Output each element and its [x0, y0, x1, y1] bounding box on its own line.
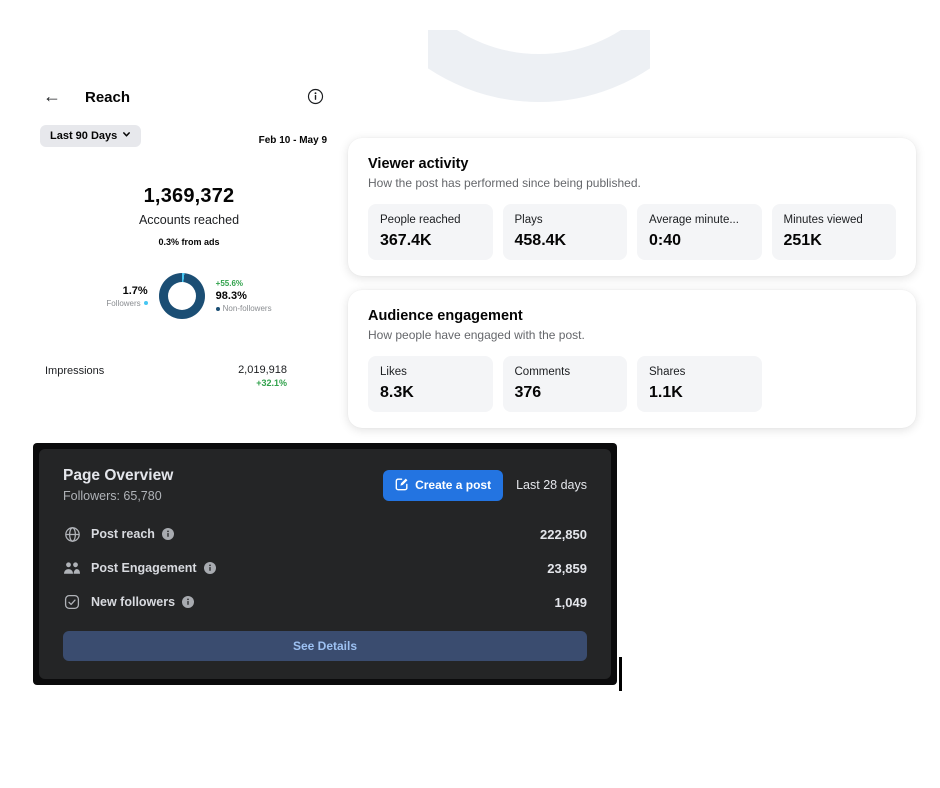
create-post-label: Create a post	[415, 478, 492, 492]
see-details-button[interactable]: See Details	[63, 631, 587, 661]
audience-engagement-title: Audience engagement	[368, 308, 523, 324]
from-ads-label: 0.3% from ads	[158, 237, 220, 247]
page-overview-header-right: Create a post Last 28 days	[383, 469, 587, 501]
impressions-values: 2,019,918 +32.1%	[238, 363, 287, 390]
accounts-reached-value: 1,369,372	[143, 185, 235, 207]
metric-tile-shares: Shares 1.1K	[637, 356, 762, 412]
metric-value: 376	[514, 384, 542, 401]
chevron-down-icon	[122, 130, 131, 142]
row-label: New followers	[91, 595, 176, 609]
impressions-row: Impressions 2,019,918 +32.1%	[45, 363, 287, 390]
audience-engagement-subtitle: How people have engaged with the post.	[368, 328, 585, 342]
impressions-value: 2,019,918	[238, 364, 287, 376]
metric-tile-average-minutes: Average minute... 0:40	[637, 204, 762, 260]
metric-label: Comments	[514, 366, 571, 378]
period-label: Last 28 days	[516, 478, 587, 492]
row-label: Post reach	[91, 527, 155, 541]
info-icon[interactable]	[182, 596, 195, 608]
non-followers-dot-icon	[215, 306, 220, 311]
page-title: Reach	[85, 89, 131, 106]
metric-value: 1.1K	[649, 384, 683, 401]
reach-breakdown: 1.7% Followers +55.6% 98.3% Non-follower…	[33, 273, 345, 319]
row-post-engagement: Post Engagement 23,859	[63, 551, 587, 585]
metric-label: Likes	[380, 366, 407, 378]
metric-tile-comments: Comments 376	[502, 356, 627, 412]
viewer-activity-subtitle: How the post has performed since being p…	[368, 176, 641, 190]
row-value: 1,049	[554, 594, 587, 610]
page-overview-panel: Page Overview Followers: 65,780 Create a…	[39, 449, 611, 679]
row-new-followers: New followers 1,049	[63, 585, 587, 619]
globe-icon	[63, 526, 81, 543]
viewer-activity-title: Viewer activity	[368, 156, 469, 172]
date-range: Feb 10 - May 9	[258, 135, 327, 146]
decorative-swoosh-ring	[428, 30, 650, 102]
non-followers-legend: +55.6% 98.3% Non-followers	[215, 278, 272, 314]
followers-dot-icon	[143, 301, 148, 306]
metric-tile-minutes-viewed: Minutes viewed 251K	[771, 204, 896, 260]
viewer-activity-card: Viewer activity How the post has perform…	[348, 138, 916, 276]
viewer-activity-metrics: People reached 367.4K Plays 458.4K Avera…	[368, 204, 896, 260]
people-group-icon	[63, 561, 81, 575]
metric-label: People reached	[380, 214, 461, 226]
metric-label: Average minute...	[649, 214, 739, 226]
non-followers-change: +55.6%	[215, 279, 244, 288]
info-icon[interactable]	[161, 528, 174, 540]
page-overview-title-block: Page Overview Followers: 65,780	[63, 467, 173, 503]
metric-tile-plays: Plays 458.4K	[502, 204, 627, 260]
metric-label: Minutes viewed	[783, 214, 863, 226]
info-icon[interactable]	[203, 562, 216, 574]
page-overview-frame: Page Overview Followers: 65,780 Create a…	[33, 443, 617, 685]
impressions-label: Impressions	[45, 365, 105, 377]
metric-value: 251K	[783, 232, 822, 249]
text-cursor	[619, 657, 622, 691]
non-followers-label: Non-followers	[215, 303, 272, 314]
followers-count: Followers: 65,780	[63, 489, 162, 503]
page-overview-title: Page Overview	[63, 467, 174, 484]
decorative-swoosh	[428, 30, 650, 108]
followers-legend: 1.7% Followers	[106, 284, 148, 309]
row-value: 222,850	[540, 526, 587, 542]
reach-panel: ← Reach Last 90 Days Feb 10 - May 9 1,36…	[33, 85, 345, 415]
metric-value: 0:40	[649, 232, 682, 249]
row-post-reach: Post reach 222,850	[63, 517, 587, 551]
followers-label: Followers	[106, 298, 148, 309]
follower-check-icon	[63, 594, 81, 610]
impressions-change: +32.1%	[256, 378, 287, 388]
audience-engagement-card: Audience engagement How people have enga…	[348, 290, 916, 428]
metric-value: 8.3K	[380, 384, 414, 401]
info-icon[interactable]	[307, 88, 324, 105]
date-filter-dropdown[interactable]: Last 90 Days	[40, 125, 142, 147]
create-post-button[interactable]: Create a post	[383, 469, 504, 501]
metric-value: 367.4K	[380, 232, 432, 249]
non-followers-percent: 98.3%	[215, 290, 247, 302]
metric-tile-likes: Likes 8.3K	[368, 356, 493, 412]
metric-label: Plays	[514, 214, 543, 226]
page-overview-rows: Post reach 222,850	[63, 517, 587, 619]
compose-icon	[395, 477, 409, 494]
page-overview-header: Page Overview Followers: 65,780 Create a…	[63, 467, 587, 503]
date-filter-label: Last 90 Days	[50, 130, 118, 142]
accounts-reached-label: Accounts reached	[138, 213, 240, 227]
metric-value: 458.4K	[514, 232, 567, 249]
row-label: Post Engagement	[91, 561, 197, 575]
metric-label: Shares	[649, 366, 686, 378]
followers-percent: 1.7%	[122, 284, 148, 297]
reach-donut	[158, 273, 205, 319]
audience-engagement-metrics: Likes 8.3K Comments 376 Shares 1.1K	[368, 356, 896, 412]
row-value: 23,859	[547, 560, 587, 576]
back-button[interactable]: ←	[43, 86, 61, 106]
metric-tile-people-reached: People reached 367.4K	[368, 204, 493, 260]
